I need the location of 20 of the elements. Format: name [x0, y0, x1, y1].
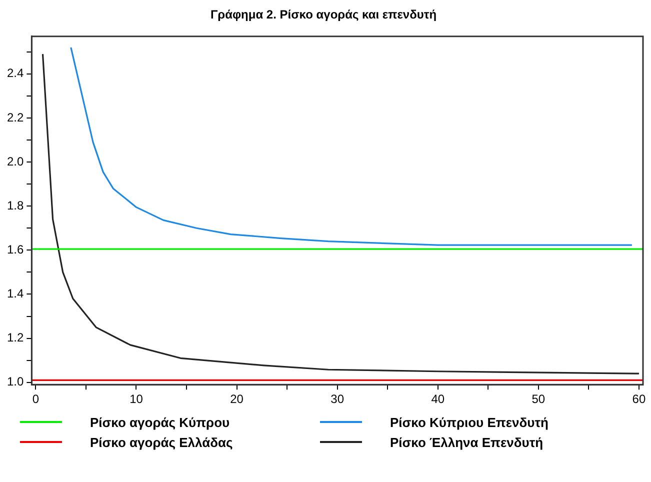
x-tick-label: 60	[632, 392, 646, 406]
chart-title: Γράφημα 2. Ρίσκο αγοράς και επενδυτή	[210, 8, 437, 22]
x-tick-label: 20	[230, 392, 244, 406]
x-tick-label: 0	[32, 392, 40, 406]
x-tick-label: 40	[431, 392, 445, 406]
y-tick-label: 1.2	[6, 330, 24, 345]
x-tick-label: 50	[532, 392, 546, 406]
x-tick-label: 30	[330, 392, 344, 406]
legend-label: Ρίσκο Κύπριου Επενδυτή	[390, 414, 548, 430]
y-tick-label: 2.4	[6, 66, 24, 80]
y-tick-label: 1.6	[6, 242, 24, 256]
x-tick-label: 10	[130, 392, 144, 406]
legend-label: Ρίσκο αγοράς Κύπρου	[90, 414, 230, 430]
y-tick-label: 1.0	[6, 374, 24, 389]
y-tick-label: 2.0	[6, 154, 24, 168]
y-tick-label: 1.4	[6, 286, 24, 301]
legend-label: Ρίσκο Έλληνα Επενδυτή	[390, 434, 544, 450]
legend-label: Ρίσκο αγοράς Ελλάδας	[90, 434, 233, 450]
y-tick-label: 2.2	[6, 110, 24, 124]
y-tick-label: 1.8	[6, 198, 24, 212]
